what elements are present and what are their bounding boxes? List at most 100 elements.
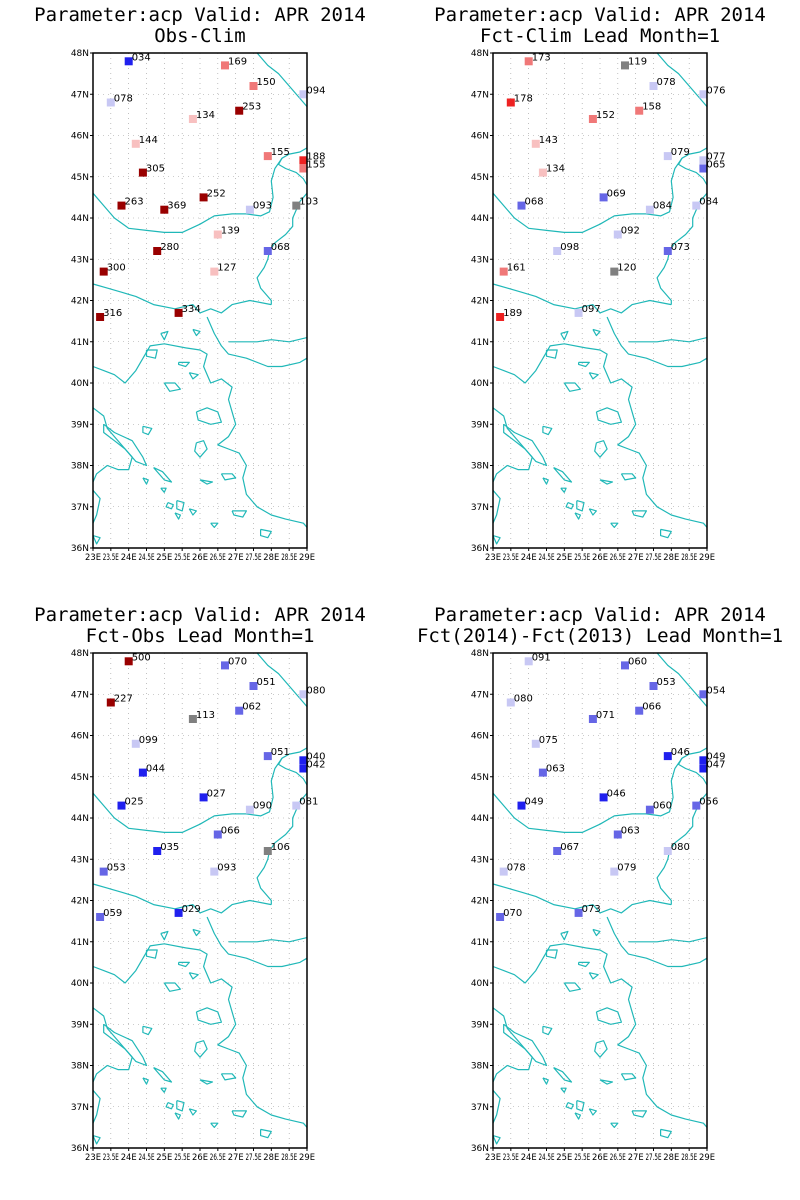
coastline [628, 337, 708, 343]
lat-tick-label: 41N [71, 938, 89, 948]
lon-tick-label: 29E [699, 1153, 715, 1163]
station-marker [210, 267, 219, 276]
coastline [563, 982, 581, 992]
station-marker [599, 793, 608, 802]
coastline [599, 479, 614, 485]
lon-tick-label: 23E [85, 1153, 101, 1163]
coastline [92, 535, 101, 545]
lon-tick-label: 23E [485, 1153, 501, 1163]
station-marker [699, 756, 708, 765]
lat-tick-label: 43N [71, 255, 89, 265]
coastlines [92, 652, 308, 1145]
station-marker [610, 867, 619, 876]
coastline [620, 1073, 637, 1081]
lat-tick-label: 45N [471, 173, 489, 183]
coastline [631, 510, 647, 518]
station-value-label: 035 [160, 842, 179, 853]
lon-tick-label: 25E [156, 553, 172, 563]
lon-tick-label: 28E [663, 1153, 679, 1163]
coastline [503, 1023, 548, 1067]
station-value-label: 106 [271, 842, 290, 853]
station-value-label: 099 [139, 735, 158, 746]
coastline [92, 157, 283, 233]
coastline [92, 943, 308, 1128]
station-value-label: 252 [207, 188, 226, 199]
lat-tick-label: 44N [71, 814, 89, 824]
coastline [631, 1110, 647, 1118]
lon-tick-label: 25E [556, 1153, 572, 1163]
station-value-label: 078 [114, 94, 133, 105]
coastline [160, 330, 169, 341]
station-marker [235, 106, 244, 115]
lon-tick-label: 24.5E [139, 553, 155, 563]
coastline [542, 1025, 553, 1036]
panel-subtitle: Fct-Clim Lead Month=1 [479, 25, 721, 47]
station-marker [574, 908, 583, 917]
lat-tick-label: 36N [471, 1144, 489, 1154]
coastline [578, 361, 590, 368]
station-value-label: 046 [607, 788, 626, 799]
lon-tick-label: 26.5E [210, 1153, 226, 1163]
lon-tick-label: 26E [592, 1153, 608, 1163]
lon-tick-label: 26.5E [210, 553, 226, 563]
station-marker [524, 657, 533, 666]
station-value-label: 080 [306, 685, 325, 696]
station-value-label: 034 [132, 52, 151, 63]
station-marker [663, 247, 672, 255]
coastline [560, 1087, 567, 1093]
station-value-label: 094 [306, 85, 325, 96]
lat-tick-label: 41N [71, 338, 89, 348]
station-value-label: 070 [503, 908, 522, 919]
lon-tick-label: 28.5E [281, 553, 297, 563]
station-value-label: 280 [160, 242, 179, 253]
coastline [492, 1007, 533, 1083]
lat-tick-label: 40N [71, 979, 89, 989]
lon-tick-label: 28E [263, 553, 279, 563]
lon-tick-label: 24.5E [139, 1153, 155, 1163]
coastline [163, 382, 181, 392]
coastline [145, 349, 158, 359]
coastline [656, 192, 708, 305]
coastline [492, 157, 683, 233]
panel-title: Parameter:acp Valid: APR 2014 [34, 604, 366, 626]
station-marker [292, 201, 301, 210]
lat-tick-label: 45N [71, 173, 89, 183]
coastline [545, 349, 558, 359]
coastline [656, 792, 708, 905]
coastline [576, 1100, 585, 1112]
lon-tick-label: 28.5E [681, 1153, 697, 1163]
lat-tick-label: 44N [471, 214, 489, 224]
station-marker [635, 706, 644, 715]
lat-tick-label: 45N [471, 773, 489, 783]
lat-tick-label: 47N [71, 90, 89, 100]
coastline [542, 477, 549, 485]
coastline [560, 330, 569, 341]
station-value-label: 068 [525, 197, 544, 208]
lon-tick-label: 25.5E [174, 553, 190, 563]
station-value-label: 150 [257, 77, 276, 88]
station-marker [124, 657, 133, 666]
coastline [277, 147, 308, 186]
coastline [92, 343, 308, 528]
station-marker [499, 267, 508, 276]
station-value-label: 053 [657, 677, 676, 688]
station-value-label: 051 [257, 677, 276, 688]
coastlines [92, 52, 308, 545]
coastline [492, 283, 672, 314]
coastlines [492, 652, 708, 1145]
station-marker [210, 867, 219, 876]
coastline [594, 440, 608, 458]
station-value-label: 169 [228, 56, 247, 67]
coastline [256, 192, 308, 305]
station-marker [663, 847, 672, 855]
lat-tick-label: 37N [471, 1103, 489, 1113]
station-value-label: 080 [671, 842, 690, 853]
coastline [228, 337, 308, 343]
coastline [192, 328, 201, 337]
coastline [277, 747, 308, 786]
coastline [256, 792, 308, 905]
coastline [145, 949, 158, 959]
